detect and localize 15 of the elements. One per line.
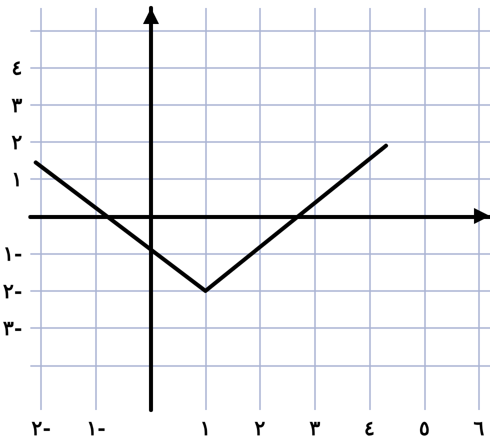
- x-tick-label: ٣: [309, 416, 320, 438]
- y-tick-label: ٢: [11, 130, 22, 154]
- x-tick-label: ١: [200, 416, 211, 438]
- y-tick-label: ٢-: [2, 278, 22, 303]
- y-tick-label: ١-: [2, 242, 22, 266]
- x-tick-label: ٤: [364, 416, 376, 438]
- x-tick-label: ٥: [418, 416, 430, 438]
- x-tick-label: ٦: [474, 416, 485, 438]
- y-tick-label: ٣: [11, 92, 22, 117]
- x-tick-label: ٢-: [32, 416, 51, 438]
- x-tick-label: ٢: [254, 416, 266, 438]
- y-tick-label: ٣-: [2, 316, 22, 340]
- x-tick-label: ١-: [86, 416, 106, 438]
- y-tick-label: ٤: [11, 56, 22, 80]
- y-tick-label: ١: [11, 167, 22, 192]
